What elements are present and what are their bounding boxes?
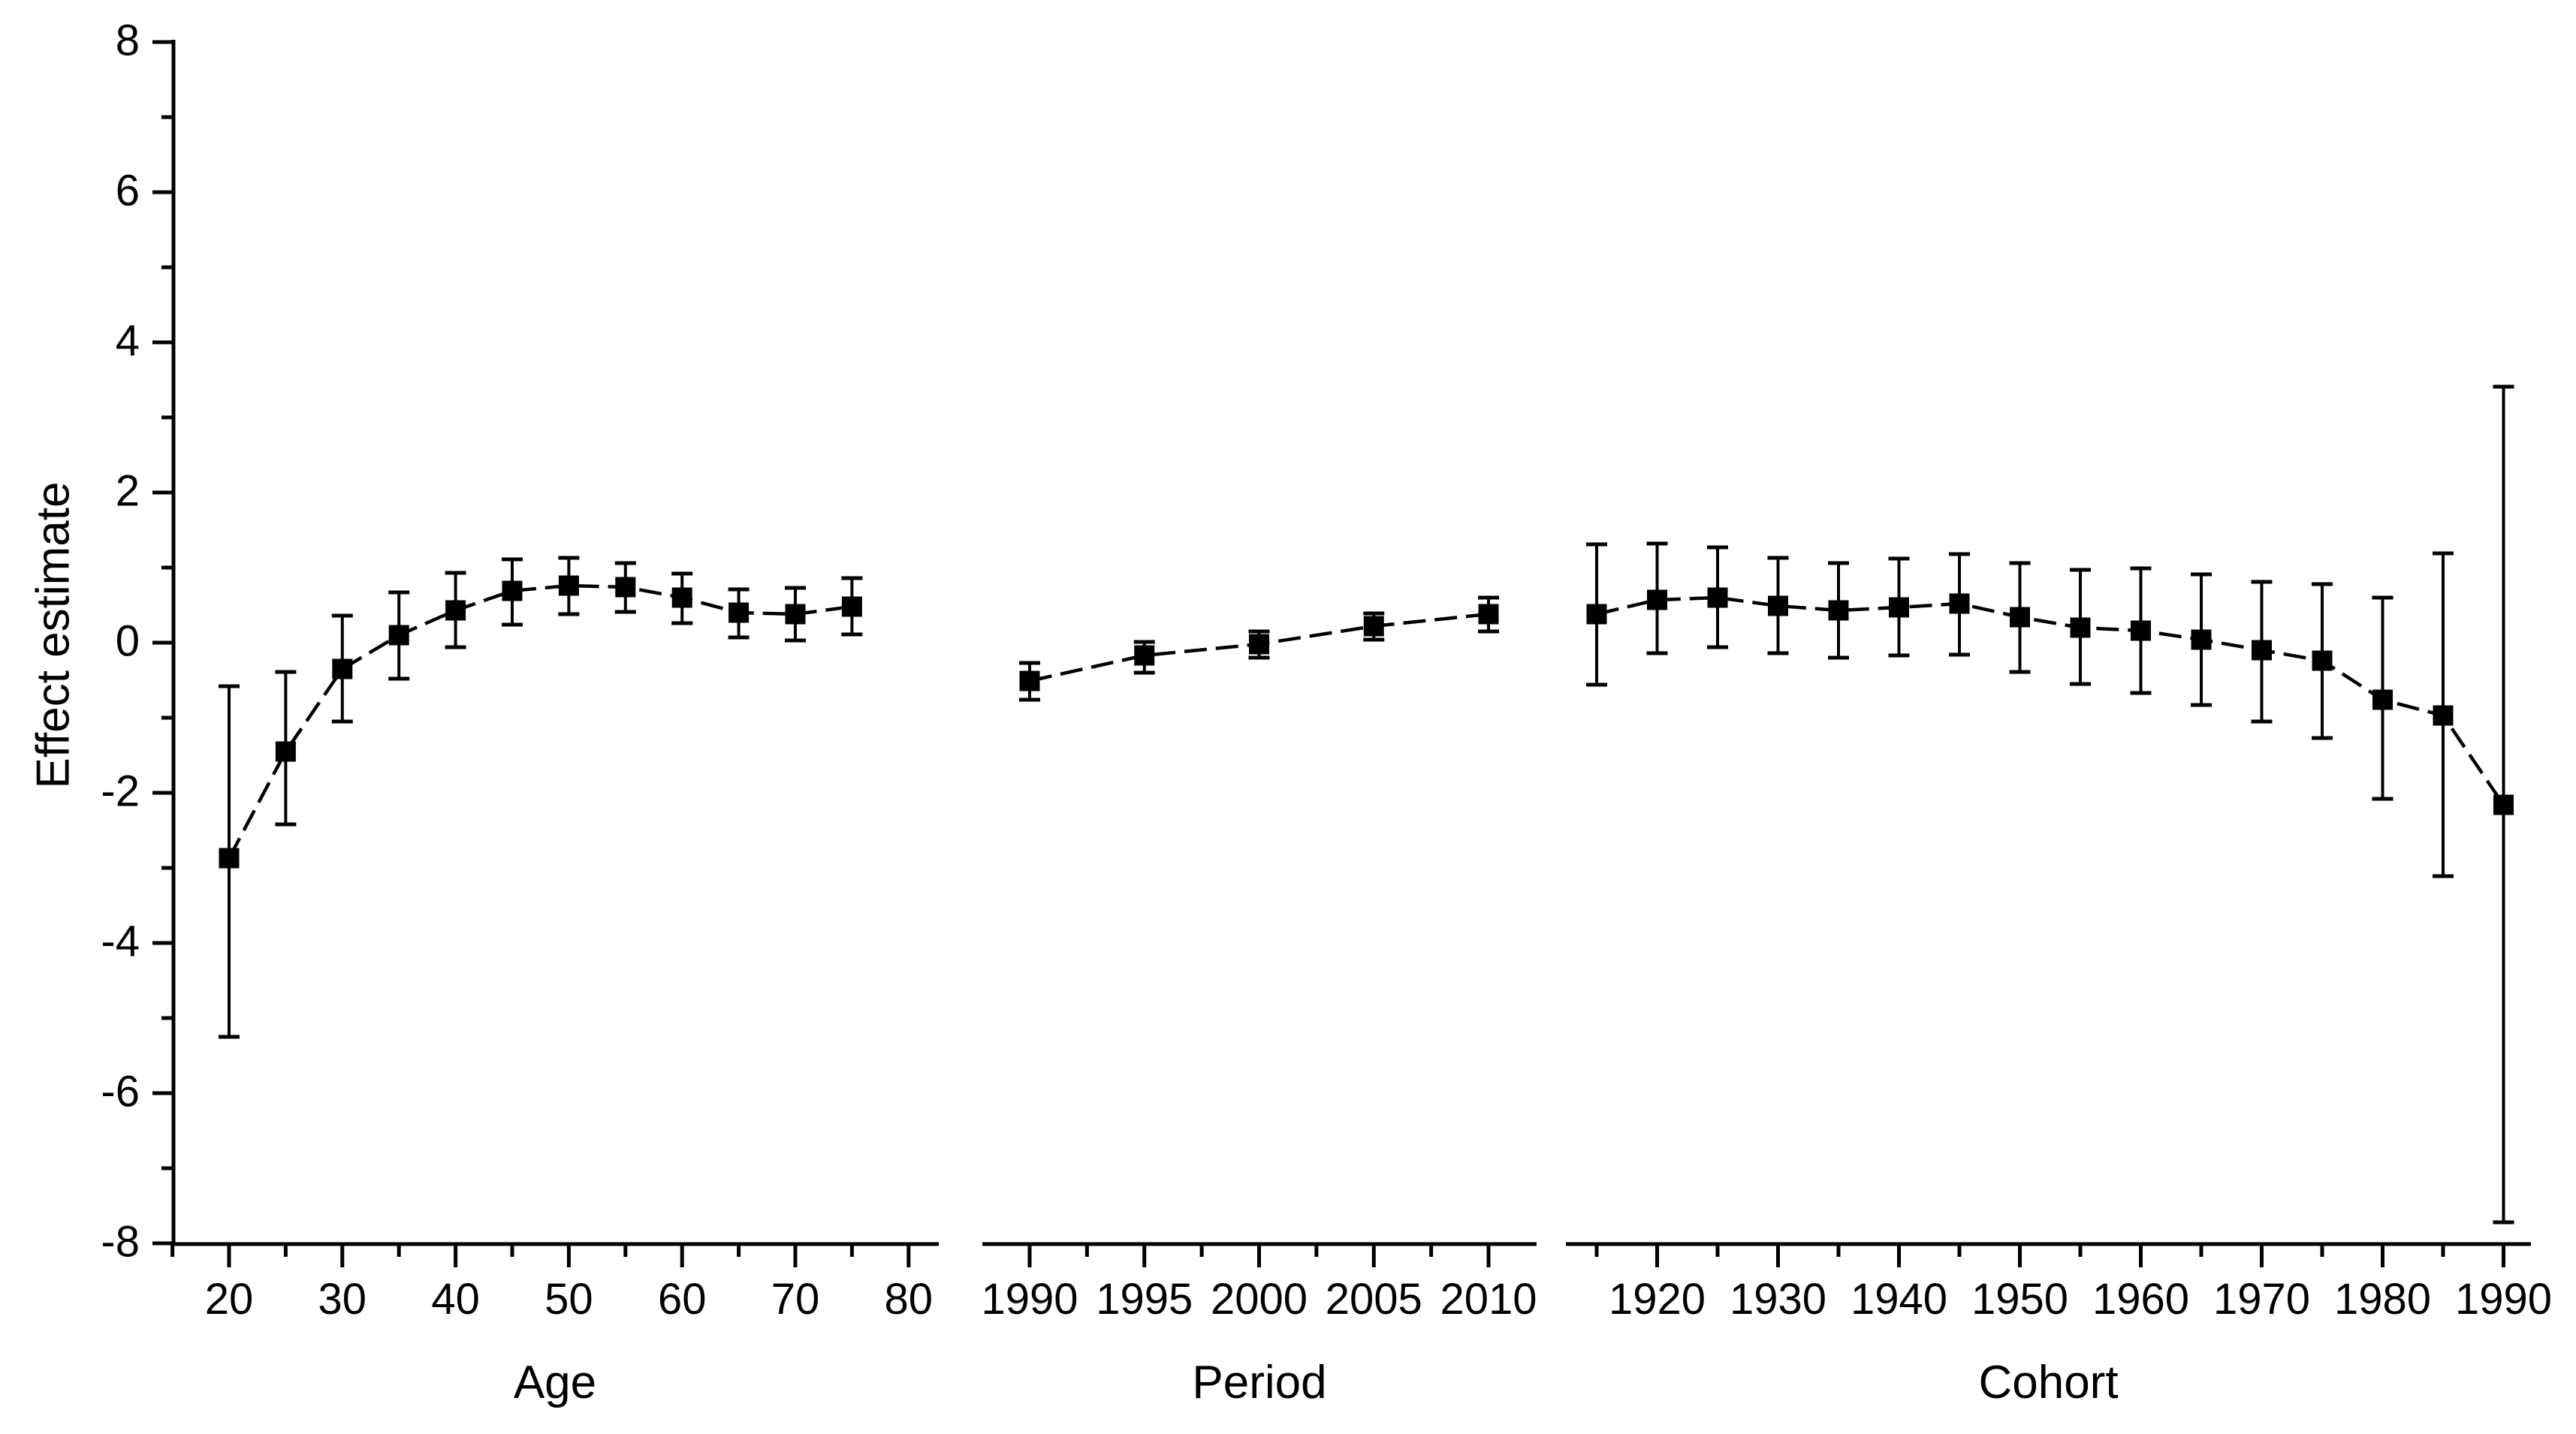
- data-point-marker: [1019, 670, 1040, 691]
- data-point-marker: [1768, 595, 1788, 616]
- data-point-marker: [332, 658, 353, 679]
- data-point-marker: [2010, 607, 2030, 628]
- x-tick-label: 1995: [1096, 1275, 1193, 1324]
- data-point-marker: [785, 604, 806, 625]
- data-point-marker: [1134, 645, 1155, 666]
- x-tick-label: 1930: [1730, 1275, 1826, 1324]
- panel-period: 1990 1995 2000 2005 2010 Period: [981, 595, 1537, 1408]
- data-point-marker: [2252, 640, 2272, 661]
- x-tick-label: 1950: [1971, 1275, 2068, 1324]
- x-tick-label: 60: [658, 1275, 707, 1324]
- series-line: [228, 583, 852, 860]
- y-axis: 8 6 4 2 0 -2 -4 -6 -8 Effect estimate: [28, 17, 176, 1267]
- x-tick-label: 1920: [1609, 1275, 1706, 1324]
- data-point-marker: [1828, 600, 1849, 621]
- data-point-marker: [2191, 629, 2212, 650]
- x-axis-title: Age: [514, 1357, 596, 1408]
- y-tick-label: 4: [116, 317, 140, 366]
- y-tick-label: 2: [116, 467, 140, 516]
- data-point-marker: [1707, 587, 1728, 608]
- data-point-marker: [1363, 616, 1384, 637]
- x-tick-label: 20: [205, 1275, 254, 1324]
- data-point-marker: [1889, 597, 1909, 618]
- y-tick-label: 8: [116, 17, 140, 65]
- y-tick-label: -2: [101, 767, 140, 816]
- panel-age: 20 30 40 50 60 70 80 Age: [170, 556, 939, 1408]
- x-tick-label: 2010: [1440, 1275, 1537, 1324]
- data-point-marker: [1949, 593, 1970, 614]
- data-point-marker: [2131, 620, 2151, 641]
- data-point-marker: [2493, 794, 2514, 815]
- y-tick-label: 6: [116, 167, 140, 215]
- y-tick-label: -4: [101, 917, 140, 966]
- y-tick-label: -6: [101, 1068, 140, 1116]
- data-point-marker: [2070, 617, 2091, 638]
- data-point-marker: [558, 575, 579, 596]
- x-tick-label: 2000: [1211, 1275, 1308, 1324]
- data-point-marker: [1647, 589, 1667, 610]
- data-point-marker: [728, 602, 750, 623]
- x-tick-label: 80: [885, 1275, 934, 1324]
- x-tick-label: 40: [431, 1275, 480, 1324]
- x-tick-label: 1970: [2213, 1275, 2310, 1324]
- data-point-marker: [2372, 689, 2393, 710]
- data-point-marker: [2312, 650, 2333, 671]
- data-point-marker: [388, 625, 409, 646]
- x-axis-title: Cohort: [1978, 1357, 2118, 1408]
- data-point-marker: [219, 848, 240, 869]
- data-point-marker: [445, 600, 466, 621]
- x-tick-label: 2005: [1326, 1275, 1422, 1324]
- data-point-marker: [615, 577, 636, 598]
- x-tick-label: 70: [771, 1275, 820, 1324]
- data-point-marker: [1478, 604, 1499, 625]
- x-tick-label: 50: [544, 1275, 593, 1324]
- data-point-marker: [275, 741, 296, 762]
- x-tick-label: 30: [318, 1275, 367, 1324]
- x-tick-label: 1960: [2092, 1275, 2189, 1324]
- x-tick-label: 1980: [2334, 1275, 2431, 1324]
- panel-cohort: 1920 1930 1940 1950 1960 1970 1980 1990 Cohort: [1566, 384, 2552, 1408]
- data-point-marker: [502, 580, 523, 601]
- x-tick-label: 1990: [981, 1275, 1078, 1324]
- y-axis-title: Effect estimate: [28, 482, 80, 789]
- series-line: [1596, 595, 2505, 806]
- data-point-marker: [841, 596, 862, 617]
- data-point-marker: [1586, 604, 1607, 625]
- y-tick-label: -8: [101, 1218, 140, 1267]
- x-tick-label: 1990: [2455, 1275, 2552, 1324]
- data-point-marker: [2433, 705, 2454, 726]
- x-axis-title: Period: [1192, 1357, 1326, 1408]
- data-point-marker: [1249, 634, 1269, 655]
- data-point-marker: [671, 587, 692, 608]
- y-tick-label: 0: [116, 617, 140, 666]
- x-tick-label: 1940: [1851, 1275, 1947, 1324]
